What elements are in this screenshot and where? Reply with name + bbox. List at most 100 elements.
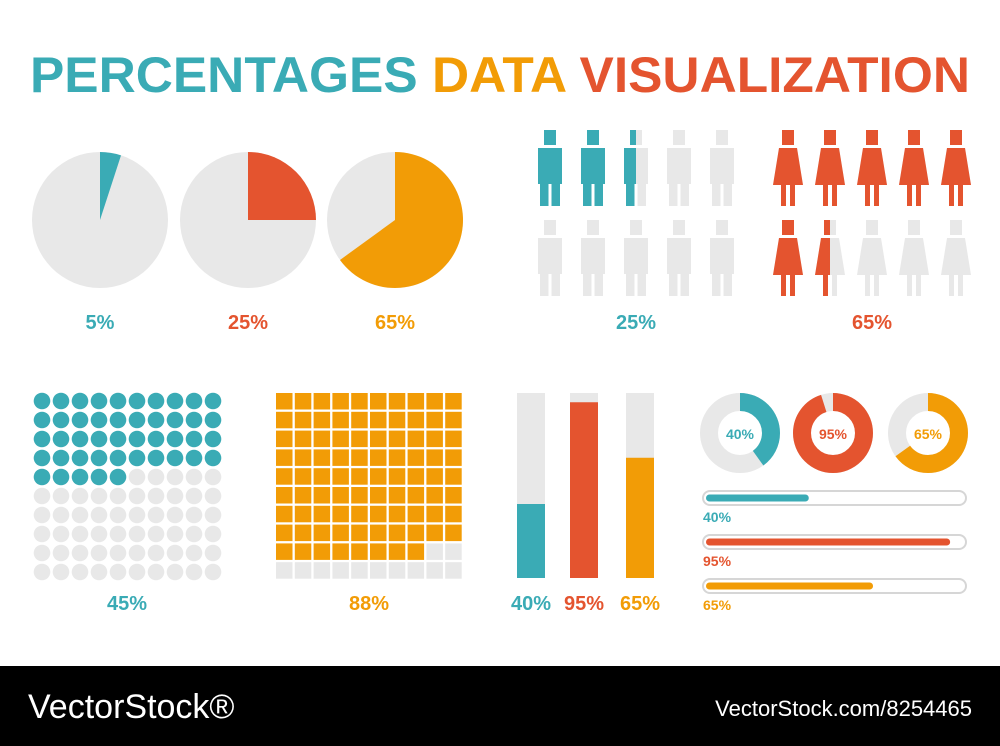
waffle-cell [388, 505, 406, 523]
waffle-cell [407, 449, 425, 466]
value-label: 40% [726, 426, 755, 442]
person-fill [538, 130, 562, 206]
waffle-dot [109, 468, 127, 486]
waffle-cell [407, 430, 425, 448]
waffle-cell [445, 524, 462, 542]
waffle-dot-empty [109, 563, 127, 581]
donut-arc [700, 393, 780, 473]
waffle-cell-empty [276, 562, 293, 579]
waffle-dot [90, 411, 108, 429]
waffle-cell [445, 430, 462, 448]
waffle-dot [52, 392, 70, 410]
waffle-dot [71, 449, 89, 467]
waffle-cell [332, 430, 349, 448]
waffle-dot [90, 449, 108, 467]
waffle-dot [90, 430, 108, 448]
value-label: 65% [852, 312, 892, 334]
waffle-cell [370, 487, 387, 504]
waffle-cell [370, 468, 387, 485]
waffle-dot-empty [147, 544, 165, 562]
waffle-dot-empty [166, 544, 184, 562]
waffle-dot [109, 449, 127, 467]
waffle-cell [388, 393, 406, 410]
waffle-dot-empty [109, 525, 127, 543]
person-icon [667, 130, 691, 206]
waffle-dot-empty [90, 506, 108, 524]
waffle-cell [294, 393, 312, 410]
waffle-dot [71, 392, 89, 410]
waffle-cell [370, 505, 387, 523]
waffle-cell [294, 468, 312, 485]
waffle-cell-empty [388, 562, 406, 579]
waffle-cell-empty [426, 562, 443, 579]
waffle-cell [294, 505, 312, 523]
waffle-dot-empty [147, 525, 165, 543]
person-icon [710, 220, 734, 296]
waffle-dot [33, 430, 51, 448]
waffle-dot [52, 468, 70, 486]
waffle-dot-empty [185, 468, 203, 486]
value-label: 95% [703, 553, 732, 569]
waffle-dot-empty [33, 563, 51, 581]
waffle-dot-empty [128, 563, 146, 581]
waffle-cell-empty [445, 562, 462, 579]
waffle-cell [276, 393, 293, 410]
waffle-dot-empty [52, 487, 70, 505]
person-fill [941, 130, 971, 206]
waffle-dot [33, 411, 51, 429]
waffle-cell [313, 524, 331, 542]
waffle-dot-empty [128, 468, 146, 486]
waffle-cell [388, 411, 406, 429]
waffle-cell [388, 468, 406, 485]
waffle-cell [294, 449, 312, 466]
waffle-dot [90, 392, 108, 410]
person-fill [624, 130, 636, 206]
waffle-dot [147, 392, 165, 410]
waffle-cell [426, 524, 443, 542]
waffle-dot-empty [128, 525, 146, 543]
waffle-cell [445, 411, 462, 429]
waffle-cell [388, 543, 406, 560]
waffle-cell [313, 505, 331, 523]
value-label: 65% [620, 593, 660, 615]
person-fill [857, 130, 887, 206]
person-fill [899, 130, 929, 206]
waffle-cell [332, 505, 349, 523]
waffle-cell [332, 524, 349, 542]
waffle-dot-empty [185, 525, 203, 543]
waffle-cell [426, 468, 443, 485]
waffle-cell [313, 468, 331, 485]
waffle-cell [351, 393, 368, 410]
waffle-dot-empty [147, 487, 165, 505]
waffle-cell [370, 430, 387, 448]
waffle-cell [276, 411, 293, 429]
waffle-dot-empty [147, 468, 165, 486]
waffle-cell [370, 449, 387, 466]
waffle-cell [332, 393, 349, 410]
person-icon [710, 130, 734, 206]
footer-brand: VectorStock® [28, 688, 234, 726]
waffle-cell [313, 543, 331, 560]
waffle-dot-empty [90, 544, 108, 562]
waffle-cell [351, 411, 368, 429]
waffle-dot-empty [166, 487, 184, 505]
waffle-cell [407, 393, 425, 410]
waffle-cell [370, 393, 387, 410]
waffle-dot [128, 430, 146, 448]
waffle-dot-empty [90, 563, 108, 581]
value-label: 65% [703, 597, 732, 613]
waffle-dot [71, 411, 89, 429]
footer-id: VectorStock.com/8254465 [715, 696, 972, 721]
waffle-cell [351, 505, 368, 523]
waffle-dot-empty [185, 563, 203, 581]
waffle-cell-empty [426, 543, 443, 560]
waffle-cell [445, 393, 462, 410]
waffle-cell [294, 543, 312, 560]
waffle-cell-empty [294, 562, 312, 579]
waffle-cell [276, 543, 293, 560]
waffle-cell [313, 430, 331, 448]
waffle-cell [276, 449, 293, 466]
waffle-cell [313, 449, 331, 466]
waffle-cell [294, 487, 312, 504]
